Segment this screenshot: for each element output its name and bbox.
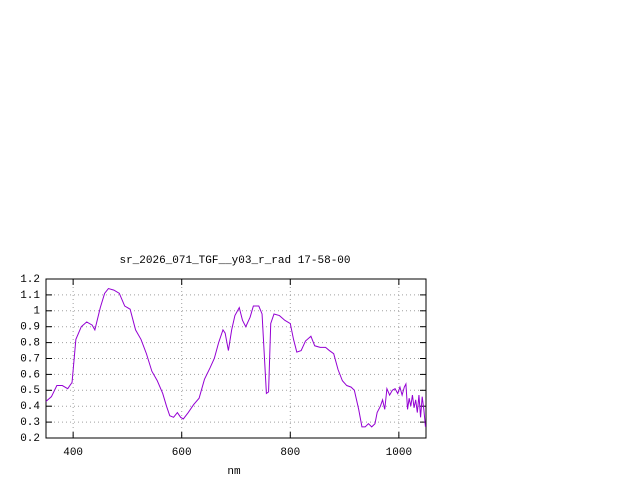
y-tick-label: 1.1 [20,290,40,302]
y-tick-label: 1.2 [20,274,40,286]
y-tick-label: 0.9 [20,322,40,334]
x-tick-label: 800 [280,447,300,459]
x-tick-label: 400 [63,447,83,459]
y-tick-label: 0.4 [20,401,40,413]
y-tick-label: 0.6 [20,369,40,381]
y-tick-label: 0.5 [20,385,40,397]
y-tick-label: 0.7 [20,353,40,365]
x-axis-label: nm [227,466,241,478]
y-tick-label: 1 [33,306,40,318]
y-tick-label: 0.2 [20,433,40,445]
data-line [45,287,426,428]
x-tick-label: 1000 [386,447,412,459]
y-tick-label: 0.3 [20,417,40,429]
chart-title: sr_2026_071_TGF__y03_r_rad 17-58-00 [119,255,350,267]
y-tick-label: 0.8 [20,338,40,350]
x-tick-label: 600 [172,447,192,459]
plot-border [45,278,427,439]
